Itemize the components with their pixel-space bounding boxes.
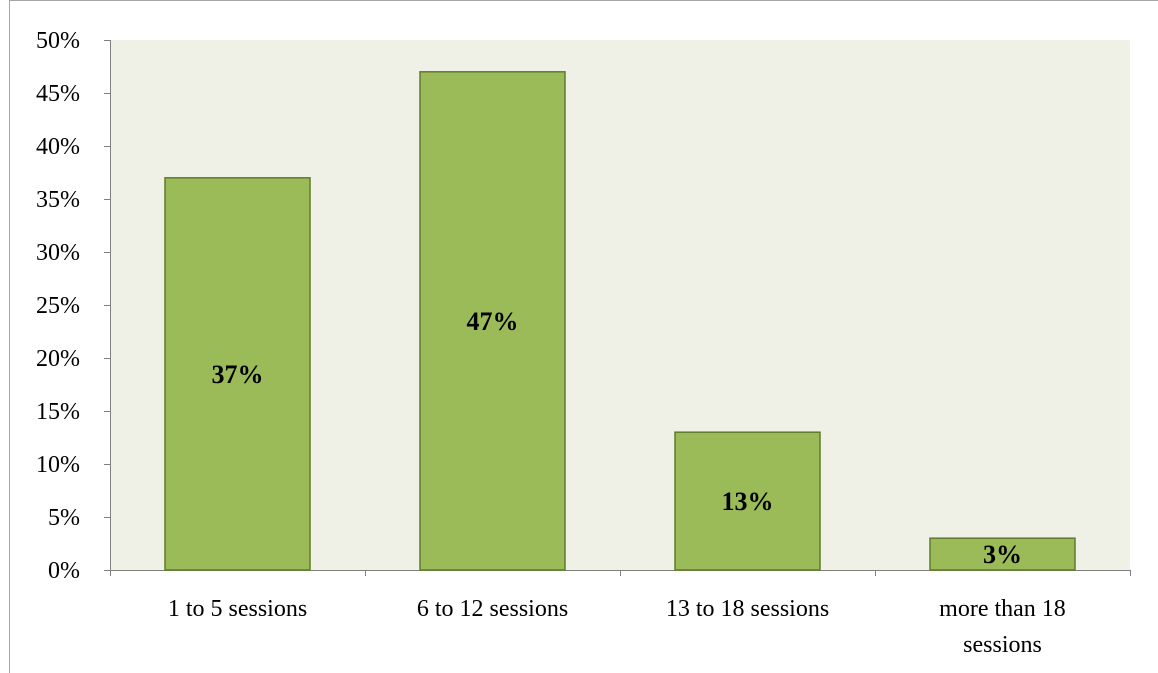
data-label: 37% xyxy=(212,360,264,389)
bar xyxy=(419,71,566,571)
bar xyxy=(929,537,1076,571)
y-tick-label: 20% xyxy=(36,346,80,372)
y-tick-label: 45% xyxy=(36,81,80,107)
x-category-label: 13 to 18 sessions xyxy=(666,596,829,622)
y-tick-label: 40% xyxy=(36,134,80,160)
y-tick-label: 30% xyxy=(36,240,80,266)
data-label: 47% xyxy=(467,307,519,336)
data-label: 13% xyxy=(722,487,774,516)
x-category-label: sessions xyxy=(963,632,1042,658)
y-tick-label: 35% xyxy=(36,187,80,213)
bar xyxy=(674,431,821,571)
y-tick-label: 10% xyxy=(36,452,80,478)
y-tick-label: 0% xyxy=(48,558,80,584)
y-tick-label: 5% xyxy=(48,505,80,531)
y-tick-label: 25% xyxy=(36,293,80,319)
y-tick-label: 15% xyxy=(36,399,80,425)
bar xyxy=(164,177,311,571)
x-category-label: more than 18 xyxy=(939,596,1066,622)
x-category-label: 6 to 12 sessions xyxy=(417,596,568,622)
y-tick-label: 50% xyxy=(36,28,80,54)
x-category-label: 1 to 5 sessions xyxy=(168,596,307,622)
data-label: 3% xyxy=(983,540,1022,569)
